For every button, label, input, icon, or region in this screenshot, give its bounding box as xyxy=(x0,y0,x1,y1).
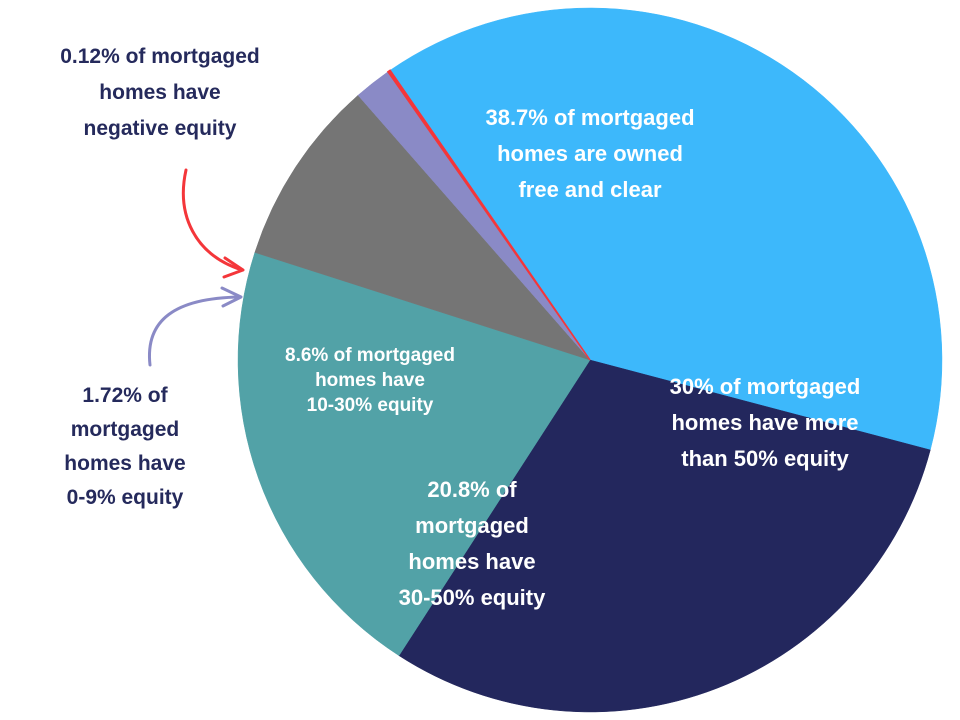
slice-label-line: 30% of mortgaged xyxy=(670,374,861,399)
slice-label-line: 38.7% of mortgaged xyxy=(485,105,694,130)
slice-labels: 38.7% of mortgaged homes are owned free an… xyxy=(60,45,860,610)
pie-slice-free-clear xyxy=(389,7,943,451)
pie-slice-over-50 xyxy=(398,359,931,713)
slice-label-free-clear: 38.7% of mortgaged homes are owned free an… xyxy=(485,105,694,202)
slice-label-line: 30-50% equity xyxy=(399,585,546,610)
slice-label-negative: 0.12% of mortgaged homes have negative equ… xyxy=(60,45,260,140)
slice-label-line: homes have xyxy=(315,370,425,391)
slice-label-line: mortgaged xyxy=(71,418,180,441)
slice-label-line: 0.12% of mortgaged xyxy=(60,45,260,68)
slice-label-line: mortgaged xyxy=(415,513,529,538)
slice-label-line: homes are owned xyxy=(497,141,683,166)
slice-label-line: than 50% equity xyxy=(681,446,849,471)
slice-label-0-9: 1.72% of mortgaged homes have 0-9% equity xyxy=(64,384,185,509)
slice-label-30-50: 20.8% of mortgaged homes have 30-50% equity xyxy=(399,477,546,610)
callout-arrow-0-9 xyxy=(147,295,242,367)
pie-slice-30-50 xyxy=(237,252,591,656)
slice-label-line: negative equity xyxy=(84,117,237,140)
slice-label-line: 20.8% of xyxy=(427,477,517,502)
slice-label-line: 8.6% of mortgaged xyxy=(285,345,455,366)
callout-arrowhead-negative xyxy=(222,256,245,279)
slice-label-line: homes have xyxy=(408,549,535,574)
pie-slices xyxy=(237,7,943,713)
slice-label-line: free and clear xyxy=(518,177,662,202)
callout-arrowhead-0-9 xyxy=(220,286,243,308)
callout-arrows xyxy=(147,168,245,367)
pie-slice-negative xyxy=(386,69,591,361)
slice-label-line: homes have xyxy=(64,452,185,475)
slice-label-10-30: 8.6% of mortgaged homes have 10-30% equity xyxy=(285,345,455,416)
slice-label-line: 1.72% of xyxy=(82,384,168,407)
slice-label-over-50: 30% of mortgaged homes have more than 50% … xyxy=(670,374,861,471)
callout-arrow-negative xyxy=(181,168,244,272)
pie-slice-10-30 xyxy=(254,94,591,361)
slice-label-line: 10-30% equity xyxy=(307,395,434,416)
slice-label-line: 0-9% equity xyxy=(67,486,184,509)
slice-label-line: homes have more xyxy=(671,410,858,435)
slice-label-line: homes have xyxy=(99,81,220,104)
